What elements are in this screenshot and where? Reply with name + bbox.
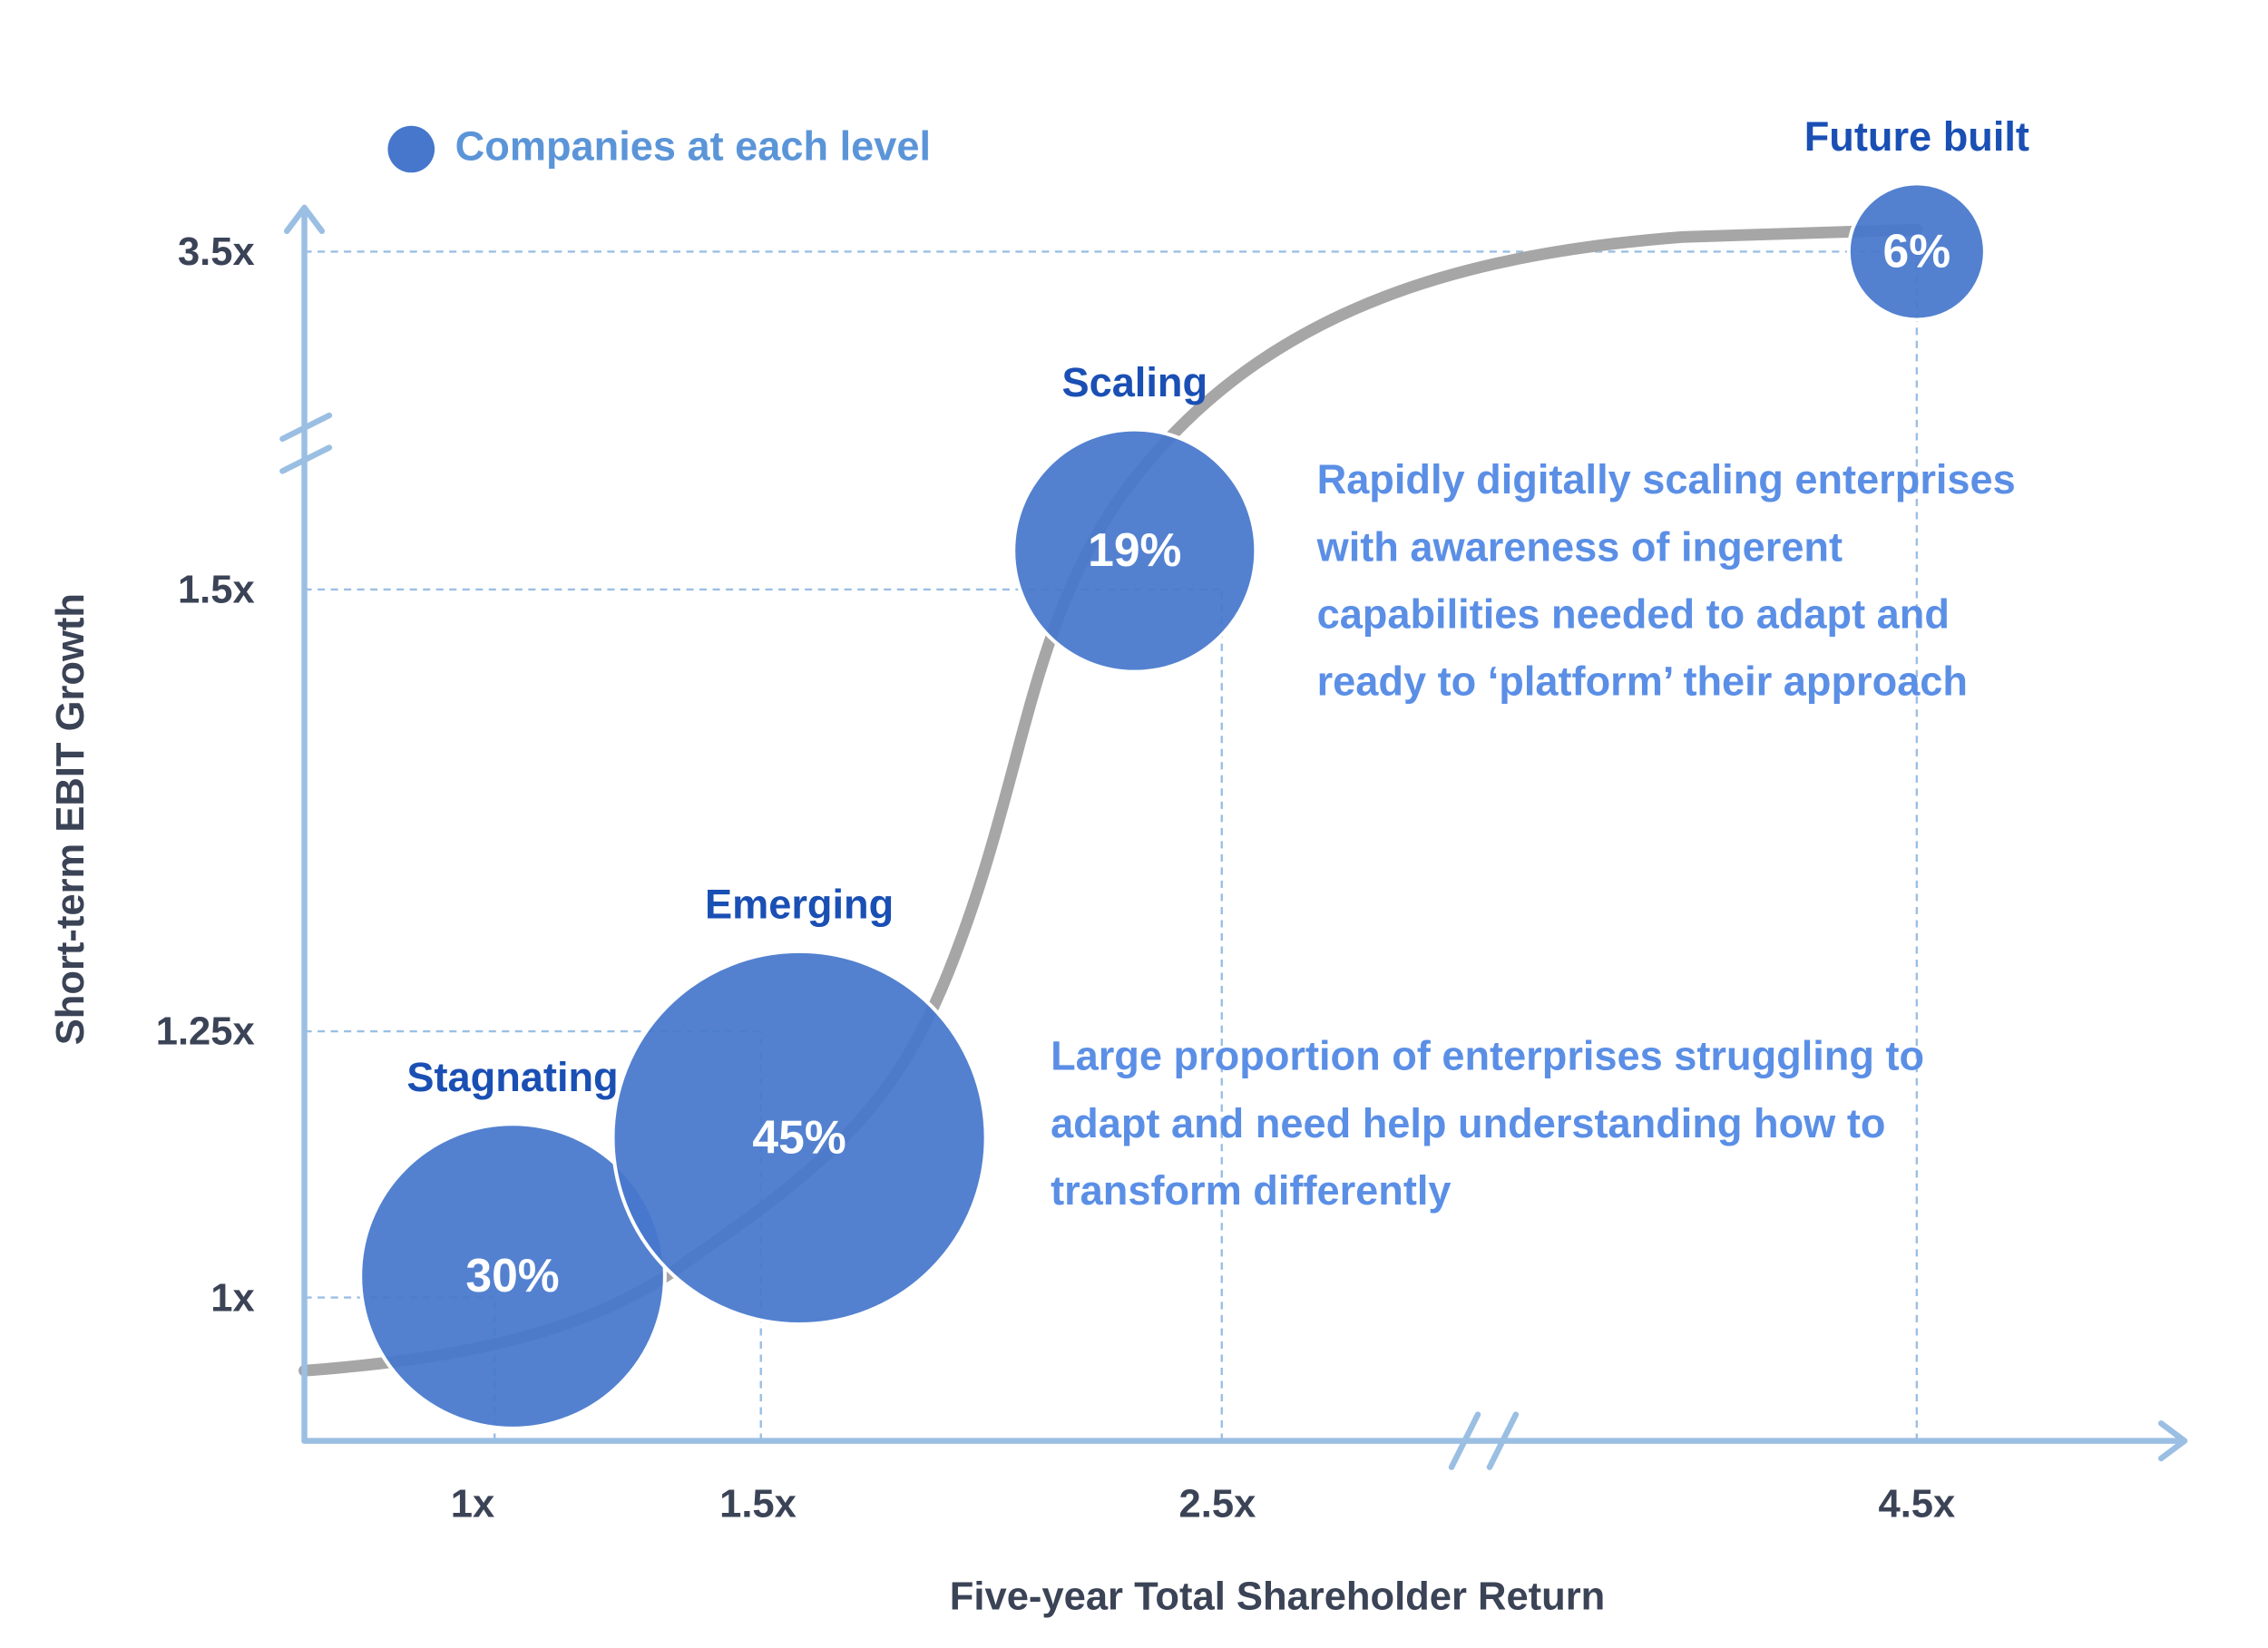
annotation-line: with awareness of ingerent xyxy=(1316,523,1843,570)
y-tick-label: 1x xyxy=(210,1276,254,1320)
annotation-line: capabilities needed to adapt and xyxy=(1317,591,1950,638)
bubble xyxy=(1846,181,1987,322)
category-label: Scaling xyxy=(1061,359,1207,405)
x-tick-label: 4.5x xyxy=(1878,1483,1955,1526)
bubble-value-label: 45% xyxy=(752,1110,846,1163)
axis-break xyxy=(279,444,333,474)
bubble-value-label: 6% xyxy=(1883,224,1951,277)
x-tick-label: 1x xyxy=(451,1483,494,1526)
y-tick-label: 3.5x xyxy=(178,230,255,274)
x-axis-arrow xyxy=(2157,1420,2188,1462)
category-label: Future built xyxy=(1804,113,2029,160)
bubble-value-label: 19% xyxy=(1088,523,1181,576)
bubble xyxy=(1012,427,1258,674)
axis-break xyxy=(1486,1411,1520,1470)
legend-label: Companies at each level xyxy=(455,122,931,169)
x-axis-title: Five-year Total Shareholder Return xyxy=(950,1575,1605,1618)
annotation-line: adapt and need help understanding how to xyxy=(1051,1100,1885,1146)
annotation-line: Large proportion of enterprises struggli… xyxy=(1051,1033,1924,1079)
bubble-value-label: 30% xyxy=(465,1249,559,1302)
axis-break xyxy=(279,412,333,443)
annotation-line: ready to ‘platform’ their approach xyxy=(1317,658,1968,705)
axes xyxy=(279,204,2188,1470)
y-axis-arrow xyxy=(283,204,326,235)
bubble xyxy=(611,949,988,1327)
axis-break xyxy=(1448,1411,1481,1470)
y-tick-label: 1.25x xyxy=(156,1010,255,1054)
legend-swatch xyxy=(387,125,435,173)
x-tick-label: 1.5x xyxy=(719,1483,797,1526)
annotation-line: Rapidly digitally scaling enterprises xyxy=(1317,456,2016,502)
category-label: Emerging xyxy=(705,881,894,927)
bubbles xyxy=(358,181,1987,1430)
x-tick-label: 2.5x xyxy=(1179,1483,1256,1526)
y-axis-title: Short-term EBIT Growth xyxy=(49,593,93,1045)
bubble xyxy=(358,1122,667,1430)
annotation-line: transform differently xyxy=(1051,1167,1451,1214)
category-label: Stagnating xyxy=(406,1054,618,1100)
y-tick-label: 1.5x xyxy=(178,569,255,612)
labels: 1x 1.25x 1.5x 3.5x 1x 1.5x 2.5x 4.5x 30% Stagnati… xyxy=(156,113,2029,1526)
